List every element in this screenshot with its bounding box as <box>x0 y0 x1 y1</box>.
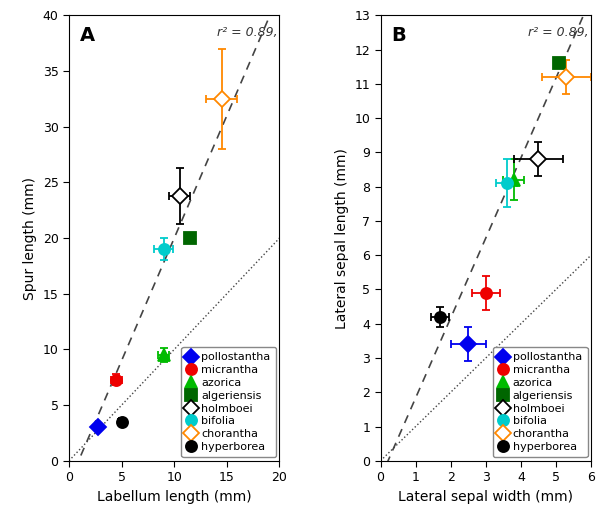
Text: r² = 0.89,: r² = 0.89, <box>217 27 277 39</box>
X-axis label: Lateral sepal width (mm): Lateral sepal width (mm) <box>398 490 573 504</box>
Text: r² = 0.89,: r² = 0.89, <box>528 27 589 39</box>
Text: B: B <box>391 27 406 46</box>
X-axis label: Labellum length (mm): Labellum length (mm) <box>97 490 251 504</box>
Text: A: A <box>80 27 95 46</box>
Y-axis label: Spur length (mm): Spur length (mm) <box>23 177 37 300</box>
Legend: pollostantha, micrantha, azorica, algeriensis, holmboei, bifolia, chorantha, hyp: pollostantha, micrantha, azorica, algeri… <box>493 347 587 457</box>
Y-axis label: Lateral sepal length (mm): Lateral sepal length (mm) <box>335 147 349 329</box>
Legend: pollostantha, micrantha, azorica, algeriensis, holmboei, bifolia, chorantha, hyp: pollostantha, micrantha, azorica, algeri… <box>181 347 276 457</box>
